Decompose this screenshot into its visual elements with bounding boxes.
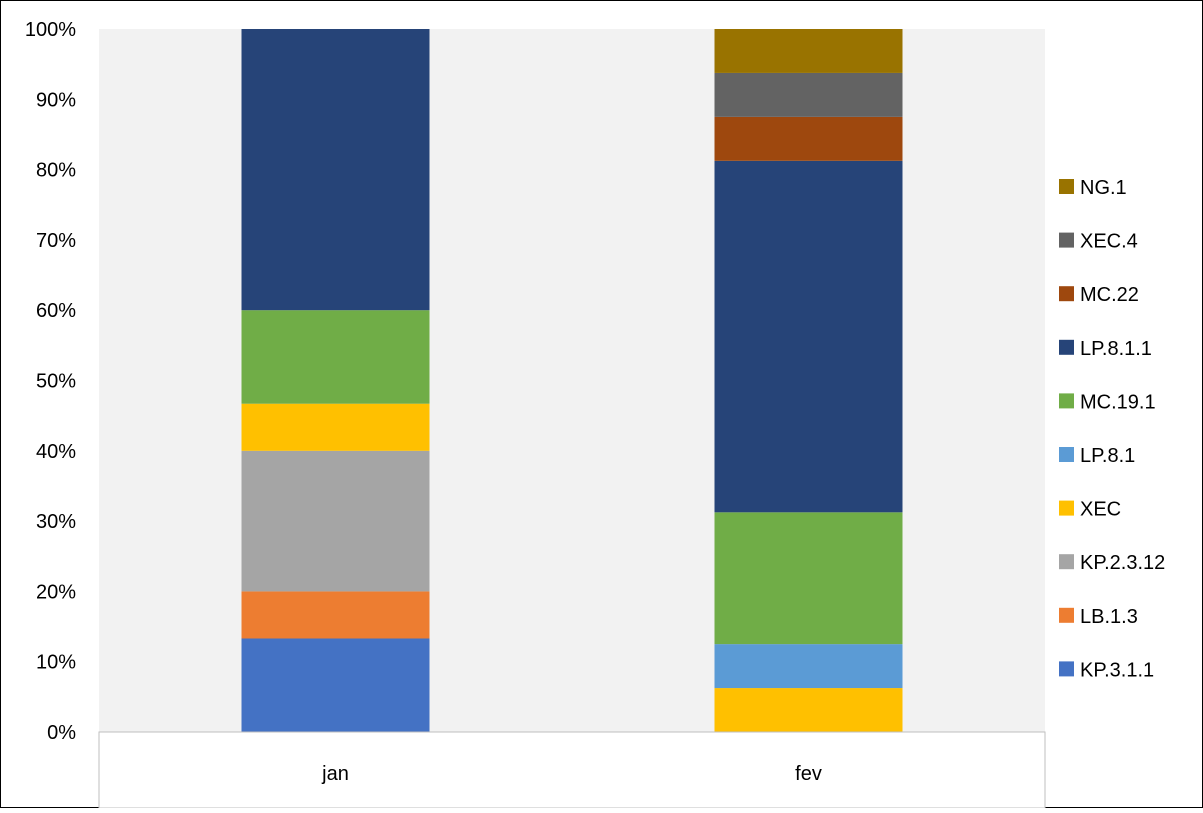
legend-swatch bbox=[1059, 661, 1074, 677]
y-tick-label: 0% bbox=[47, 722, 76, 744]
legend-swatch bbox=[1059, 447, 1074, 462]
legend-label: XEC.4 bbox=[1080, 231, 1138, 253]
legend-swatch bbox=[1059, 232, 1074, 248]
legend-label: LB.1.3 bbox=[1080, 606, 1138, 628]
y-tick-label: 80% bbox=[36, 160, 76, 182]
y-tick-label: 20% bbox=[36, 581, 76, 603]
category-axis-box bbox=[98, 731, 1046, 809]
legend-swatch bbox=[1059, 500, 1074, 516]
legend-label: LP.8.1.1 bbox=[1080, 338, 1152, 360]
bar-segment-fev-LP.8.1.1 bbox=[714, 160, 903, 513]
legend-swatch bbox=[1059, 607, 1074, 623]
legend-label: XEC bbox=[1080, 499, 1121, 521]
y-tick-label: 60% bbox=[36, 300, 76, 322]
bar-segment-fev-MC.22 bbox=[714, 116, 903, 161]
legend-swatch bbox=[1059, 393, 1074, 409]
bars bbox=[241, 29, 903, 732]
legend-label: LP.8.1 bbox=[1080, 445, 1135, 467]
bar-segment-jan-MC.19.1 bbox=[241, 310, 430, 404]
bar-segment-jan-LB.1.3 bbox=[241, 591, 430, 639]
x-tick-label: jan bbox=[321, 763, 349, 785]
legend-label: NG.1 bbox=[1080, 177, 1127, 199]
plot-area bbox=[99, 29, 1045, 732]
y-tick-label: 40% bbox=[36, 441, 76, 463]
y-tick-label: 90% bbox=[36, 89, 76, 111]
y-tick-label: 10% bbox=[36, 652, 76, 674]
y-tick-label: 70% bbox=[36, 230, 76, 252]
bar-segment-jan-KP.3.1.1 bbox=[241, 638, 430, 732]
legend-label: KP.2.3.12 bbox=[1080, 552, 1165, 574]
bar-segment-fev-MC.19.1 bbox=[714, 512, 903, 645]
x-axis: jan fev bbox=[321, 763, 822, 785]
y-axis: 0% 10% 20% 30% 40% 50% 60% 70% 80% 90% 100% bbox=[25, 19, 76, 744]
legend-label: KP.3.1.1 bbox=[1080, 659, 1154, 681]
bar-segment-fev-XEC.4 bbox=[714, 72, 903, 117]
bar-segment-fev-XEC bbox=[714, 688, 903, 732]
legend-swatch bbox=[1059, 554, 1074, 570]
legend: NG.1 XEC.4 MC.22 LP.8.1.1 MC.19.1 LP.8.1 XEC KP… bbox=[1059, 177, 1165, 681]
bar-segment-jan-LP.8.1.1 bbox=[241, 29, 430, 311]
y-tick-label: 100% bbox=[25, 19, 76, 41]
y-tick-label: 30% bbox=[36, 511, 76, 533]
legend-swatch bbox=[1059, 286, 1074, 302]
bar-segment-fev-LP.8.1 bbox=[714, 644, 903, 689]
legend-label: MC.19.1 bbox=[1080, 391, 1156, 413]
y-tick-label: 50% bbox=[36, 371, 76, 393]
bar-segment-fev-NG.1 bbox=[714, 29, 903, 73]
x-tick-label: fev bbox=[795, 763, 822, 785]
bar-segment-jan-KP.2.3.12 bbox=[241, 450, 430, 592]
legend-label: MC.22 bbox=[1080, 284, 1139, 306]
bar-segment-jan-XEC bbox=[241, 403, 430, 451]
legend-swatch bbox=[1059, 339, 1074, 355]
legend-swatch bbox=[1059, 179, 1074, 194]
